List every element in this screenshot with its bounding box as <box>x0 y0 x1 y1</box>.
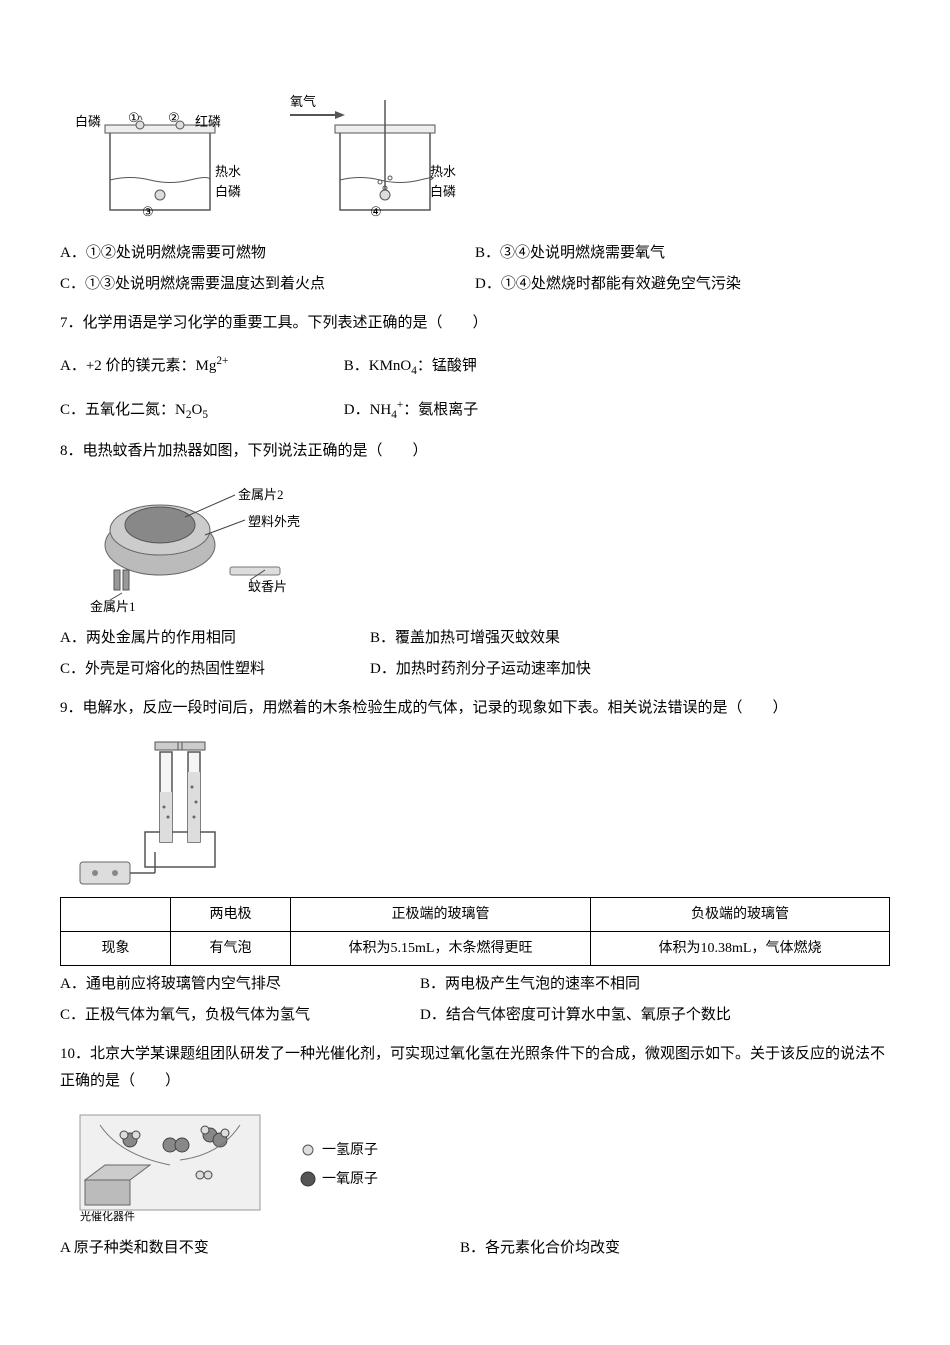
label-bailin-3: 白磷 <box>430 180 456 203</box>
q7-b-formula: KMnO <box>369 358 412 374</box>
q7-a-pre: A．+2 价的镁元素： <box>60 358 196 374</box>
label-circ3: ③ <box>142 200 154 223</box>
q7-a-formula: Mg <box>196 358 217 374</box>
table-row: 现象 有气泡 体积为5.15mL，木条燃得更旺 体积为10.38mL，气体燃烧 <box>61 931 890 965</box>
q7-d-formula: NH <box>370 402 392 418</box>
q6-options-row2: C．①③处说明燃烧需要温度达到着火点 D．①④处燃烧时都能有效避免空气污染 <box>60 271 890 298</box>
label-catalyst: 光催化器件 <box>80 1208 135 1228</box>
td-c1: 有气泡 <box>171 931 291 965</box>
label-suliaowaike: 塑料外壳 <box>248 510 300 533</box>
q9-option-b: B．两电极产生气泡的速率不相同 <box>420 971 890 998</box>
q9-option-c: C．正极气体为氧气，负极气体为氢气 <box>60 1002 420 1029</box>
table-row: 两电极 正极端的玻璃管 负极端的玻璃管 <box>61 897 890 931</box>
th-blank <box>61 897 171 931</box>
label-bailin-1: 白磷 <box>75 110 101 133</box>
q8-option-a: A．两处金属片的作用相同 <box>60 625 370 652</box>
q9-option-d: D．结合气体密度可计算水中氢、氧原子个数比 <box>420 1002 890 1029</box>
label-honglin: 红磷 <box>195 110 221 133</box>
q8-options-row2: C．外壳是可熔化的热固性塑料 D．加热时药剂分子运动速率加快 <box>60 656 890 683</box>
legend-o: 一氧原子 <box>322 1167 378 1192</box>
q7-b-post: ：锰酸钾 <box>417 358 477 374</box>
label-circ2: ② <box>168 106 180 129</box>
q10-stem: 10．北京大学某课题组团队研发了一种光催化剂，可实现过氧化氢在光照条件下的合成，… <box>60 1041 890 1095</box>
q10-option-a: A 原子种类和数目不变 <box>60 1235 460 1262</box>
q7-d-post: ：氨根离子 <box>403 402 478 418</box>
beaker-2: 氧气 热水 白磷 ④ <box>280 90 460 220</box>
q9-table: 两电极 正极端的玻璃管 负极端的玻璃管 现象 有气泡 体积为5.15mL，木条燃… <box>60 897 890 966</box>
q7-a-sup: 2+ <box>216 355 228 367</box>
q8-stem: 8．电热蚊香片加热器如图，下列说法正确的是（ ） <box>60 438 890 465</box>
th-electrodes: 两电极 <box>171 897 291 931</box>
electrolysis-figure <box>60 732 260 892</box>
q7-option-d: D．NH4+：氨根离子 <box>344 395 479 425</box>
q7-options-row2: C．五氧化二氮：N2O5 D．NH4+：氨根离子 <box>60 395 890 425</box>
td-rowlabel: 现象 <box>61 931 171 965</box>
catalyst-figure: 光催化器件 <box>70 1105 270 1225</box>
q7-option-a: A．+2 价的镁元素：Mg2+ <box>60 351 340 380</box>
q7-option-b: B．KMnO4：锰酸钾 <box>344 353 477 381</box>
q10-legend: 一氢原子 一氧原子 <box>300 1134 378 1196</box>
q7-d-pre: D． <box>344 402 370 418</box>
beaker-1: 白磷 ① ② 红磷 热水 白磷 ③ <box>70 90 250 220</box>
label-wenxiangpian: 蚊香片 <box>248 575 287 598</box>
q8-options-row1: A．两处金属片的作用相同 B．覆盖加热可增强灭蚊效果 <box>60 625 890 652</box>
q8-option-c: C．外壳是可熔化的热固性塑料 <box>60 656 370 683</box>
q9-options-row1: A．通电前应将玻璃管内空气排尽 B．两电极产生气泡的速率不相同 <box>60 971 890 998</box>
q10-option-b: B．各元素化合价均改变 <box>460 1235 890 1262</box>
label-jinshu2: 金属片2 <box>238 483 284 506</box>
legend-o-row: 一氧原子 <box>300 1167 378 1192</box>
legend-h: 一氢原子 <box>322 1138 378 1163</box>
td-c3: 体积为10.38mL，气体燃烧 <box>591 931 890 965</box>
th-positive: 正极端的玻璃管 <box>291 897 591 931</box>
q8-option-b: B．覆盖加热可增强灭蚊效果 <box>370 625 890 652</box>
q7-c-f1: N <box>175 402 186 418</box>
q7-options-row1: A．+2 价的镁元素：Mg2+ B．KMnO4：锰酸钾 <box>60 351 890 381</box>
heater-figure: 金属片2 塑料外壳 蚊香片 金属片1 <box>90 475 320 615</box>
label-circ1: ① <box>128 106 140 129</box>
th-negative: 负极端的玻璃管 <box>591 897 890 931</box>
label-jinshu1: 金属片1 <box>90 595 136 618</box>
q6-option-b: B．③④处说明燃烧需要氧气 <box>475 240 890 267</box>
q9-stem: 9．电解水，反应一段时间后，用燃着的木条检验生成的气体，记录的现象如下表。相关说… <box>60 695 890 722</box>
q6-option-c: C．①③处说明燃烧需要温度达到着火点 <box>60 271 475 298</box>
q6-options-row1: A．①②处说明燃烧需要可燃物 B．③④处说明燃烧需要氧气 <box>60 240 890 267</box>
q7-c-f2: O <box>191 402 202 418</box>
q9-option-a: A．通电前应将玻璃管内空气排尽 <box>60 971 420 998</box>
q7-option-c: C．五氧化二氮：N2O5 <box>60 397 340 425</box>
q7-c-pre: C．五氧化二氮： <box>60 402 175 418</box>
label-yangqi: 氧气 <box>290 90 316 113</box>
q7-stem: 7．化学用语是学习化学的重要工具。下列表述正确的是（ ） <box>60 310 890 337</box>
label-circ4: ④ <box>370 200 382 223</box>
q10-options-row1: A 原子种类和数目不变 B．各元素化合价均改变 <box>60 1235 890 1262</box>
q6-option-d: D．①④处燃烧时都能有效避免空气污染 <box>475 271 890 298</box>
q7-c-s2: 5 <box>202 409 208 421</box>
q8-option-d: D．加热时药剂分子运动速率加快 <box>370 656 890 683</box>
q10-figure-row: 光催化器件 一氢原子 一氧原子 <box>70 1105 890 1225</box>
q6-figures: 白磷 ① ② 红磷 热水 白磷 ③ 氧气 热水 白磷 ④ <box>70 90 890 220</box>
q6-option-a: A．①②处说明燃烧需要可燃物 <box>60 240 475 267</box>
q7-b-pre: B． <box>344 358 369 374</box>
label-bailin-2: 白磷 <box>215 180 241 203</box>
td-c2: 体积为5.15mL，木条燃得更旺 <box>291 931 591 965</box>
q9-options-row2: C．正极气体为氧气，负极气体为氢气 D．结合气体密度可计算水中氢、氧原子个数比 <box>60 1002 890 1029</box>
legend-h-row: 一氢原子 <box>300 1138 378 1163</box>
